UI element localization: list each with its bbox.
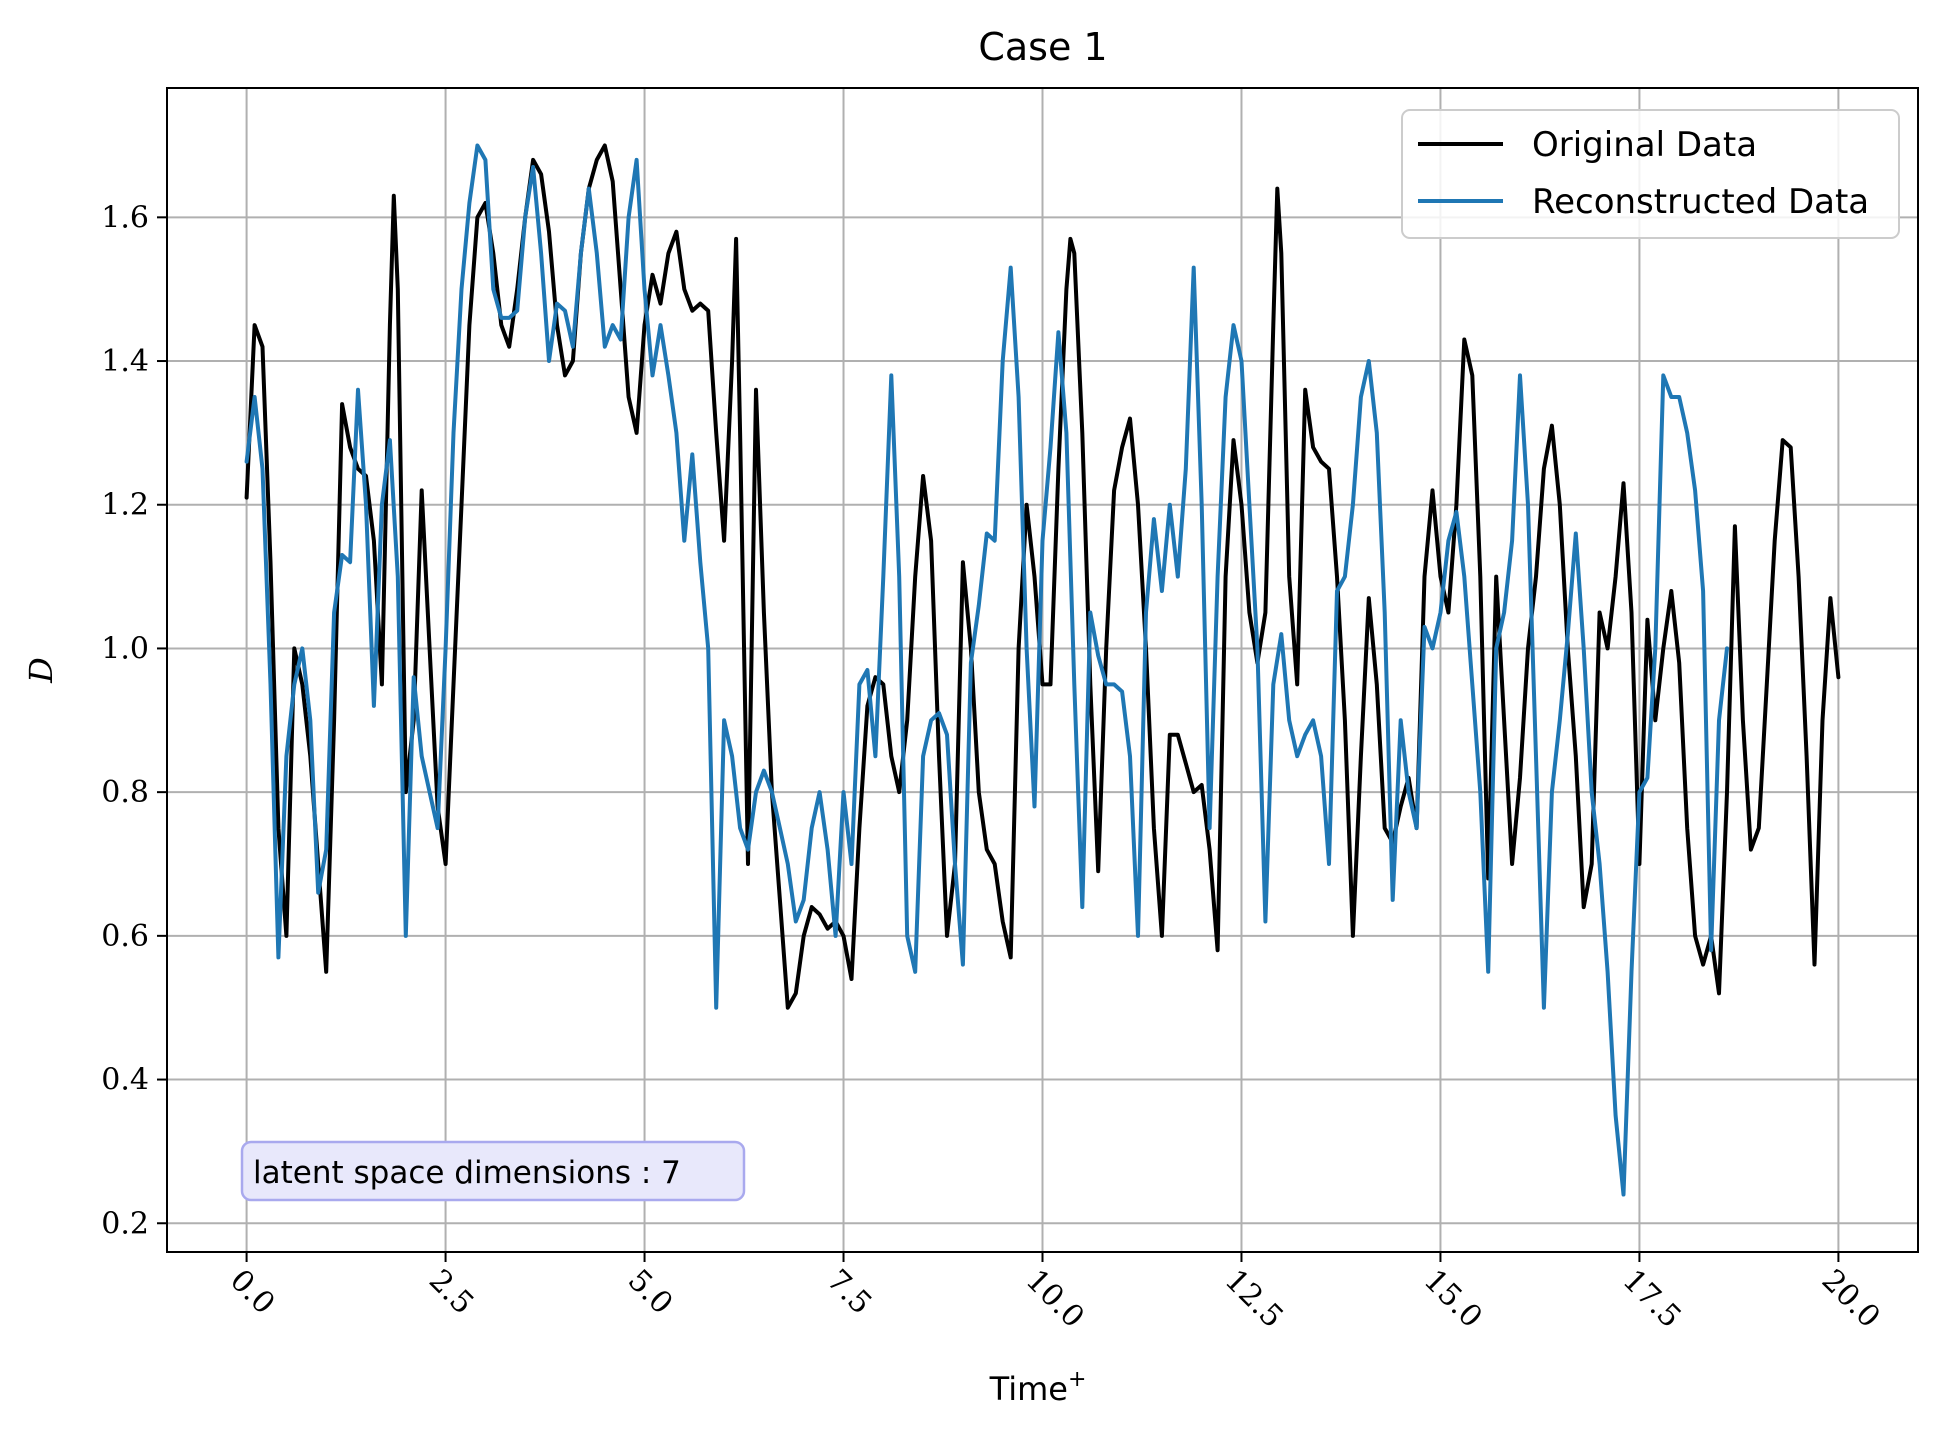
y-tick-label: 1.6 bbox=[101, 200, 149, 235]
y-tick-label: 0.8 bbox=[101, 775, 149, 810]
y-tick-label: 1.4 bbox=[101, 344, 149, 379]
y-axis-label: D bbox=[22, 657, 60, 684]
series-reconstructed-line bbox=[244, 143, 1729, 1197]
y-tick-label: 0.6 bbox=[101, 919, 149, 954]
legend-box bbox=[1401, 109, 1900, 239]
y-tick-label: 1.0 bbox=[101, 631, 149, 666]
y-tick-label: 0.4 bbox=[101, 1063, 149, 1098]
chart-title: Case 1 bbox=[978, 25, 1107, 69]
y-tick-label: 0.2 bbox=[101, 1206, 149, 1241]
annotation-background bbox=[240, 1140, 746, 1202]
legend: Original Data Reconstructed Data bbox=[1401, 109, 1900, 239]
annotation-box: latent space dimensions : 7 bbox=[240, 1140, 746, 1202]
y-tick-label: 1.2 bbox=[101, 488, 149, 523]
series-layer bbox=[244, 143, 1841, 1197]
x-axis-label: Time+ bbox=[989, 1367, 1087, 1408]
legend-label-reconstructed: Reconstructed Data bbox=[1532, 182, 1869, 222]
legend-label-original: Original Data bbox=[1532, 125, 1757, 165]
annotation-text: latent space dimensions : 7 bbox=[253, 1155, 681, 1191]
